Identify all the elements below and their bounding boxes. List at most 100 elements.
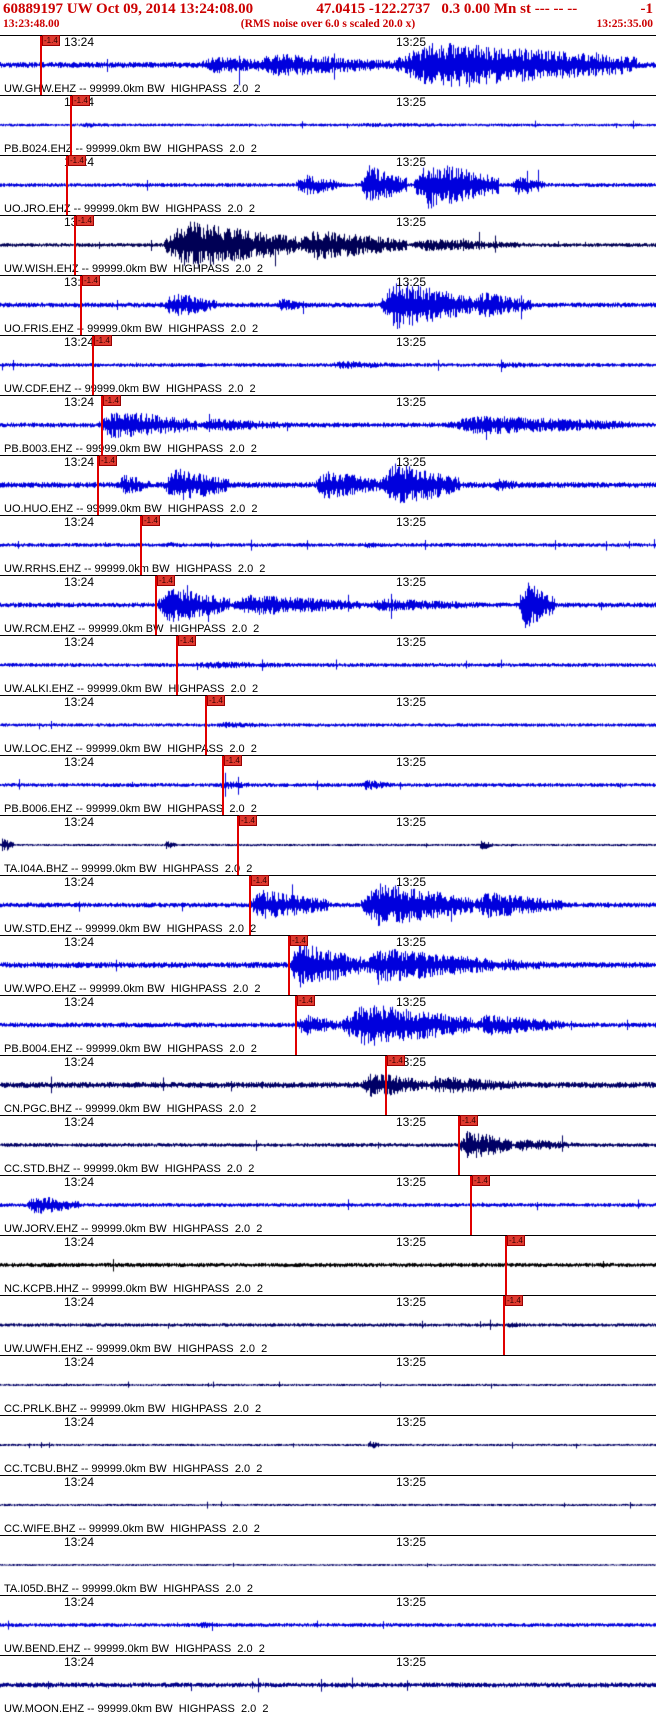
waveform-canvas[interactable]: [0, 819, 656, 871]
waveform-canvas[interactable]: [0, 279, 656, 331]
pick-marker[interactable]: -1.4: [92, 335, 112, 395]
trace-row[interactable]: 13:24 13:25 -1.4 UW.CDF.EHZ -- 99999.0km…: [0, 335, 656, 395]
waveform-canvas[interactable]: [0, 1119, 656, 1171]
station-label: UW.BEND.EHZ -- 99999.0km BW HIGHPASS 2.0…: [4, 1643, 265, 1655]
station-label: TA.I04A.BHZ -- 99999.0km BW HIGHPASS 2.0…: [4, 863, 253, 875]
trace-row[interactable]: 13:24 13:25 UW.BEND.EHZ -- 99999.0km BW …: [0, 1595, 656, 1655]
waveform-canvas[interactable]: [0, 999, 656, 1051]
trace-row[interactable]: 13:24 13:25 -1.4 UW.RCM.EHZ -- 99999.0km…: [0, 575, 656, 635]
station-label: UW.CDF.EHZ -- 99999.0km BW HIGHPASS 2.0 …: [4, 383, 256, 395]
pick-marker[interactable]: -1.4: [503, 1295, 523, 1355]
station-label: UW.RRHS.EHZ -- 99999.0km BW HIGHPASS 2.0…: [4, 563, 266, 575]
trace-row[interactable]: 13:24 13:25 -1.4 UW.WPO.EHZ -- 99999.0km…: [0, 935, 656, 995]
pick-marker[interactable]: -1.4: [97, 455, 117, 515]
station-label: UO.FRIS.EHZ -- 99999.0km BW HIGHPASS 2.0…: [4, 323, 259, 335]
waveform-canvas[interactable]: [0, 1059, 656, 1111]
waveform-canvas[interactable]: [0, 1539, 656, 1591]
trace-row[interactable]: 13:24 13:25 -1.4 UW.JORV.EHZ -- 99999.0k…: [0, 1175, 656, 1235]
waveform-canvas[interactable]: [0, 639, 656, 691]
waveform-canvas[interactable]: [0, 519, 656, 571]
trace-row[interactable]: 13:24 13:25 CC.TCBU.BHZ -- 99999.0km BW …: [0, 1415, 656, 1475]
time-tick-label: 13:25: [396, 335, 427, 349]
waveform-canvas[interactable]: [0, 1599, 656, 1651]
waveform-canvas[interactable]: [0, 579, 656, 631]
pick-marker[interactable]: -1.4: [295, 995, 315, 1055]
time-tick-label: 13:24: [64, 755, 95, 769]
station-label: CC.STD.BHZ -- 99999.0km BW HIGHPASS 2.0 …: [4, 1163, 255, 1175]
waveform-canvas[interactable]: [0, 1419, 656, 1471]
waveform-canvas[interactable]: [0, 339, 656, 391]
pick-marker[interactable]: -1.4: [140, 515, 160, 575]
trace-row[interactable]: 13:24 13:25 -1.4 PB.B003.EHZ -- 99999.0k…: [0, 395, 656, 455]
time-tick-label: 13:24: [64, 1595, 95, 1609]
trace-row[interactable]: 13:24 13:25 -1.4 CC.STD.BHZ -- 99999.0km…: [0, 1115, 656, 1175]
trace-row[interactable]: 13:24 13:25 UW.MOON.EHZ -- 99999.0km BW …: [0, 1655, 656, 1715]
time-tick-label: 13:25: [396, 1535, 427, 1549]
pick-marker[interactable]: -1.4: [470, 1175, 490, 1235]
trace-row[interactable]: 13:24 13:25 -1.4 UO.HUO.EHZ -- 99999.0km…: [0, 455, 656, 515]
pick-marker[interactable]: -1.4: [101, 395, 121, 455]
pick-flag: -1.4: [72, 95, 90, 106]
pick-marker[interactable]: -1.4: [176, 635, 196, 695]
waveform-canvas[interactable]: [0, 39, 656, 91]
trace-row[interactable]: 13:24 13:25 -1.4 UW.LOC.EHZ -- 99999.0km…: [0, 695, 656, 755]
waveform-canvas[interactable]: [0, 1479, 656, 1531]
waveform-canvas[interactable]: [0, 879, 656, 931]
time-tick-label: 13:24: [64, 1055, 95, 1069]
waveform-canvas[interactable]: [0, 99, 656, 151]
trace-row[interactable]: 13:24 13:25 -1.4 UO.JRO.EHZ -- 99999.0km…: [0, 155, 656, 215]
window-start-time: 13:23:48.00: [3, 18, 60, 30]
trace-row[interactable]: 13:24 13:25 -1.4 TA.I04A.BHZ -- 99999.0k…: [0, 815, 656, 875]
pick-marker[interactable]: -1.4: [385, 1055, 405, 1115]
trace-row[interactable]: 13:24 13:25 -1.4 PB.B006.EHZ -- 99999.0k…: [0, 755, 656, 815]
pick-marker[interactable]: -1.4: [458, 1115, 478, 1175]
rms-scale-note: (RMS noise over 6.0 s scaled 20.0 x): [240, 18, 416, 30]
time-tick-label: 13:24: [64, 635, 95, 649]
trace-row[interactable]: 13:24 13:25 -1.4 UW.RRHS.EHZ -- 99999.0k…: [0, 515, 656, 575]
time-tick-label: 13:25: [396, 215, 427, 229]
trace-row[interactable]: 13:24 13:25 CC.PRLK.BHZ -- 99999.0km BW …: [0, 1355, 656, 1415]
trace-row[interactable]: 13:24 13:25 -1.4 NC.KCPB.HHZ -- 99999.0k…: [0, 1235, 656, 1295]
pick-marker[interactable]: -1.4: [505, 1235, 525, 1295]
time-tick-label: 13:25: [396, 935, 427, 949]
waveform-canvas[interactable]: [0, 699, 656, 751]
trace-row[interactable]: 13:24 13:25 -1.4 UW.UWFH.EHZ -- 99999.0k…: [0, 1295, 656, 1355]
waveform-canvas[interactable]: [0, 759, 656, 811]
waveform-canvas[interactable]: [0, 1359, 656, 1411]
pick-marker[interactable]: -1.4: [40, 35, 60, 95]
waveform-canvas[interactable]: [0, 1299, 656, 1351]
trace-row[interactable]: 13:24 13:25 -1.4 PB.B024.EHZ -- 99999.0k…: [0, 95, 656, 155]
pick-marker[interactable]: -1.4: [66, 155, 86, 215]
pick-marker[interactable]: -1.4: [70, 95, 90, 155]
trace-row[interactable]: 13:24 13:25 -1.4 UW.ALKI.EHZ -- 99999.0k…: [0, 635, 656, 695]
waveform-canvas[interactable]: [0, 219, 656, 271]
waveform-canvas[interactable]: [0, 939, 656, 991]
trace-row[interactable]: 13:24 13:25 -1.4 PB.B004.EHZ -- 99999.0k…: [0, 995, 656, 1055]
waveform-canvas[interactable]: [0, 1659, 656, 1711]
pick-marker[interactable]: -1.4: [74, 215, 94, 275]
pick-marker[interactable]: -1.4: [205, 695, 225, 755]
trace-row[interactable]: 13:24 13:25 -1.4 CN.PGC.BHZ -- 99999.0km…: [0, 1055, 656, 1115]
trace-row[interactable]: 13:24 13:25 -1.4 UO.FRIS.EHZ -- 99999.0k…: [0, 275, 656, 335]
pick-flag: -1.4: [142, 515, 160, 526]
trace-row[interactable]: 13:24 13:25 -1.4 UW.STD.EHZ -- 99999.0km…: [0, 875, 656, 935]
waveform-canvas[interactable]: [0, 159, 656, 211]
pick-marker[interactable]: -1.4: [249, 875, 269, 935]
waveform-canvas[interactable]: [0, 1239, 656, 1291]
pick-marker[interactable]: -1.4: [288, 935, 308, 995]
waveform-canvas[interactable]: [0, 399, 656, 451]
waveform-canvas[interactable]: [0, 459, 656, 511]
pick-marker[interactable]: -1.4: [155, 575, 175, 635]
trace-row[interactable]: 13:24 13:25 TA.I05D.BHZ -- 99999.0km BW …: [0, 1535, 656, 1595]
pick-flag: -1.4: [387, 1055, 405, 1066]
pick-marker[interactable]: -1.4: [237, 815, 257, 875]
pick-marker[interactable]: -1.4: [222, 755, 242, 815]
pick-marker[interactable]: -1.4: [80, 275, 100, 335]
trace-row[interactable]: 13:24 13:25 CC.WIFE.BHZ -- 99999.0km BW …: [0, 1475, 656, 1535]
waveform-canvas[interactable]: [0, 1179, 656, 1231]
trace-row[interactable]: 13:24 13:25 -1.4 UW.GHW.EHZ -- 99999.0km…: [0, 35, 656, 95]
time-tick-label: 13:25: [396, 755, 427, 769]
time-tick-label: 13:24: [64, 1655, 95, 1669]
trace-row[interactable]: 13:24 13:25 -1.4 UW.WISH.EHZ -- 99999.0k…: [0, 215, 656, 275]
pick-flag: -1.4: [76, 215, 94, 226]
